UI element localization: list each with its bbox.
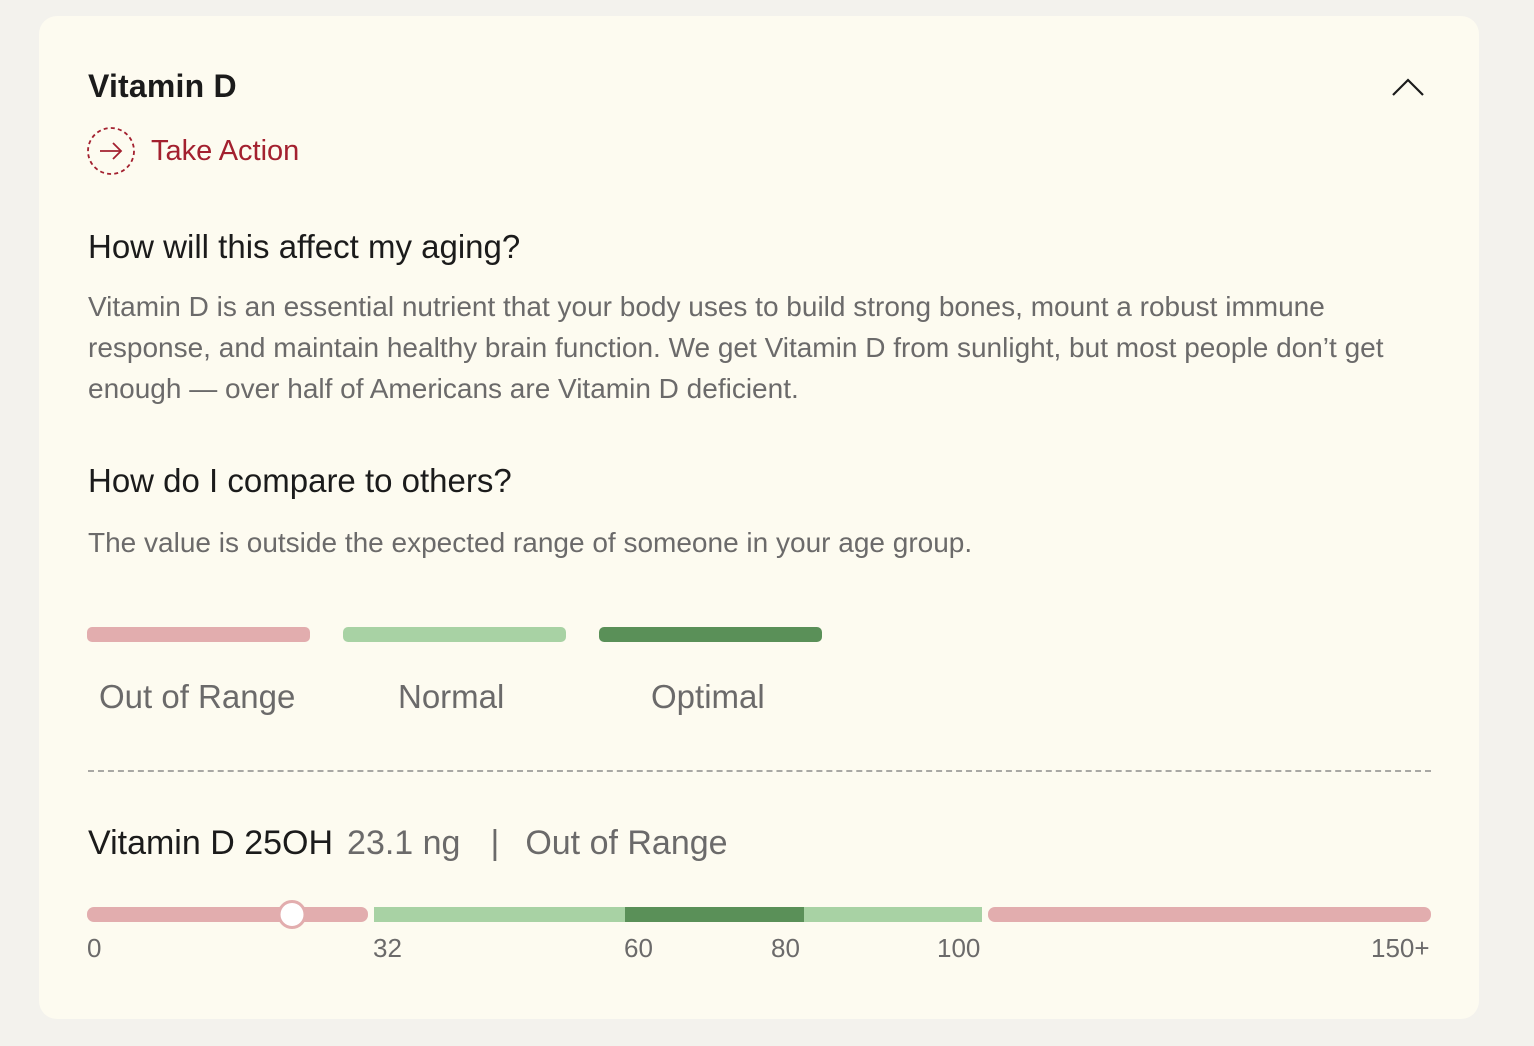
take-action-link[interactable]: Take Action	[86, 126, 299, 176]
aging-description: Vitamin D is an essential nutrient that …	[88, 291, 1384, 404]
legend-label-optimal: Optimal	[651, 678, 765, 715]
compare-heading: How do I compare to others?	[88, 462, 512, 499]
tick-label: 0	[87, 933, 102, 963]
range-segment-out-of-range	[87, 907, 368, 922]
biomarker-card: Vitamin D Take Action How will this affe…	[39, 16, 1479, 1019]
range-scale	[87, 900, 1431, 929]
chevron-up-icon	[1392, 78, 1424, 96]
marker-status: Out of Range	[525, 824, 728, 862]
tick-label: 80	[771, 933, 800, 963]
legend-bar-optimal	[599, 627, 822, 642]
value-marker	[277, 900, 307, 929]
legend-bar-normal	[343, 627, 566, 642]
tick-label: 32	[373, 933, 402, 963]
result-readout: Vitamin D 25OH 23.1 ng | Out of Range	[88, 824, 728, 863]
range-segment-optimal	[625, 907, 804, 922]
range-segment-out-of-range	[988, 907, 1431, 922]
take-action-label: Take Action	[151, 134, 300, 167]
tick-label: 150+	[1371, 933, 1430, 963]
tick-label: 60	[624, 933, 653, 963]
marker-value: 23.1 ng	[347, 824, 461, 862]
arrow-right-circle-icon	[87, 127, 135, 175]
legend-bar-out-of-range	[87, 627, 310, 642]
legend-label-out-of-range: Out of Range	[99, 678, 296, 715]
readout-separator: |	[490, 824, 500, 862]
collapse-button[interactable]	[1391, 74, 1425, 100]
range-segment-normal	[804, 907, 982, 922]
biomarker-title: Vitamin D	[88, 68, 237, 104]
section-divider	[88, 770, 1431, 772]
compare-description: The value is outside the expected range …	[88, 527, 973, 558]
marker-name: Vitamin D 25OH	[88, 824, 334, 862]
legend-label-normal: Normal	[398, 678, 505, 715]
tick-label: 100	[937, 933, 981, 963]
aging-heading: How will this affect my aging?	[88, 228, 521, 265]
range-segment-normal	[374, 907, 625, 922]
